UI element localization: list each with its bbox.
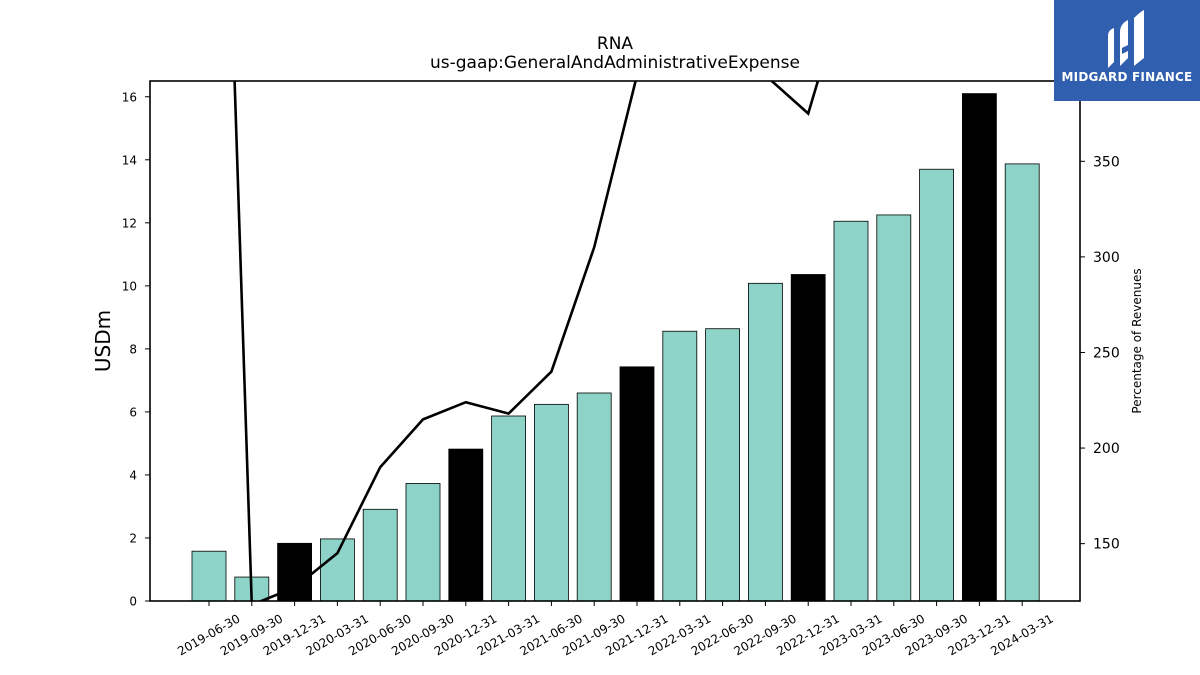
midgard-logo-icon: [1108, 10, 1144, 68]
left-axis: 0 2 4 6 8 10 12 14 16: [122, 90, 150, 609]
y-tick-label: 6: [129, 405, 137, 419]
bar-2020-12-31: [448, 448, 484, 602]
bar-2020-06-30: [362, 508, 398, 602]
bar-2023-03-31: [833, 220, 869, 602]
bar-group: [191, 93, 1040, 602]
y-tick-label: 12: [122, 216, 137, 230]
y2-axis-label: Percentage of Revenues: [1130, 268, 1144, 413]
bar-2022-03-31: [662, 330, 698, 602]
plot-frame: [149, 80, 1081, 602]
y2-tick-label: 250: [1093, 345, 1120, 361]
chart-title: RNA: [597, 34, 634, 54]
bar-2021-09-30: [576, 392, 612, 602]
y-tick-label: 14: [122, 153, 137, 167]
brand-logo-text: MIDGARD FINANCE: [1061, 70, 1193, 84]
bar-2019-06-30: [191, 550, 227, 602]
y-tick-label: 16: [122, 90, 137, 104]
bar-2023-06-30: [876, 214, 912, 602]
brand-logo: MIDGARD FINANCE: [1054, 0, 1200, 101]
bar-2021-06-30: [534, 403, 569, 602]
bar-2021-03-31: [491, 415, 527, 602]
y2-tick-label: 300: [1093, 250, 1120, 266]
y2-tick-label: 150: [1093, 537, 1120, 553]
bar-2022-06-30: [705, 328, 740, 602]
y-tick-label: 4: [129, 468, 137, 482]
y-axis-label: USDm: [91, 310, 115, 372]
y2-tick-label: 350: [1093, 154, 1120, 170]
y-tick-label: 10: [122, 279, 137, 293]
line-series: [233, 81, 820, 601]
y-tick-label: 0: [129, 595, 137, 609]
bar-2020-09-30: [405, 483, 441, 602]
chart-subtitle: us-gaap:GeneralAndAdministrativeExpense: [430, 53, 800, 73]
y2-tick-label: 200: [1093, 441, 1120, 457]
right-axis: 150 200 250 300 350: [1080, 154, 1120, 553]
bar-2021-12-31: [619, 366, 655, 602]
bar-2023-12-31: [962, 93, 997, 602]
bar-2023-09-30: [919, 168, 954, 602]
bar-2022-12-31: [790, 274, 826, 602]
y-tick-label: 8: [129, 342, 137, 356]
x-axis: 2019-06-302019-09-302019-12-312020-03-31…: [175, 601, 1056, 658]
bar-2020-03-31: [319, 538, 355, 602]
bar-2022-09-30: [748, 282, 783, 602]
line-path: [233, 81, 820, 601]
y-tick-label: 2: [129, 531, 137, 545]
bar-2024-03-31: [1004, 163, 1040, 602]
